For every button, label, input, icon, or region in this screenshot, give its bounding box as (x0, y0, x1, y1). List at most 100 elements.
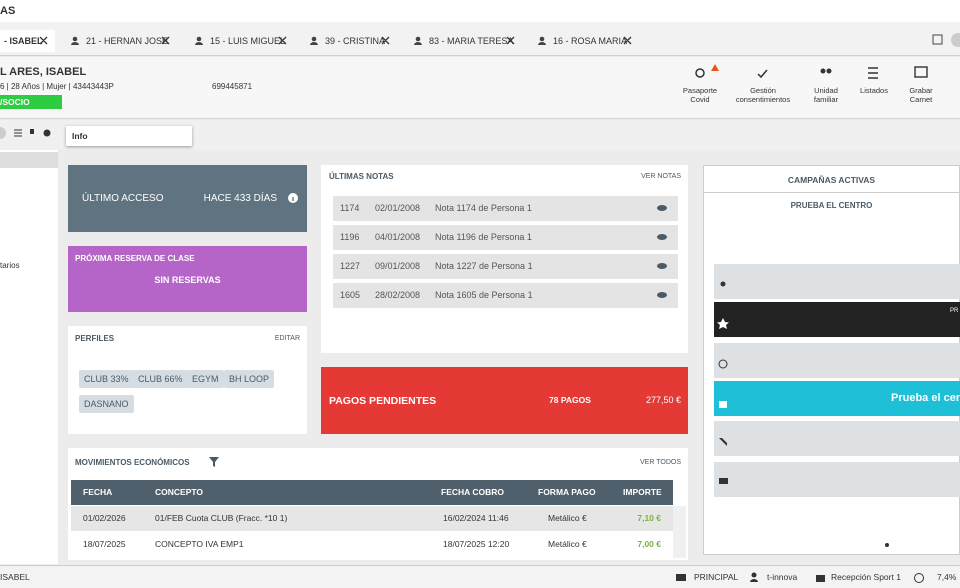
label: 01/FEB Cuota CLUB (Fracc. *10 1) (155, 513, 288, 523)
note-row[interactable]: 1227 09/01/2008 Nota 1227 de Persona 1 (333, 254, 678, 279)
action-button[interactable]: Listados (844, 86, 904, 95)
label: Unidad (814, 86, 838, 95)
campaign-bar (714, 462, 960, 497)
tab-icons (39, 33, 960, 47)
status-icons (676, 572, 924, 583)
scrollbar[interactable] (673, 506, 686, 558)
sidebar-item[interactable]: tarios (0, 261, 20, 270)
note-row[interactable]: 1174 02/01/2008 Nota 1174 de Persona 1 (333, 196, 678, 221)
status-printer: PRINCIPAL (694, 572, 739, 582)
profile-tag: CLUB 33% (79, 370, 134, 388)
label: Listados (860, 86, 888, 95)
profiles-card: PERFILES EDITAR CLUB 33% CLUB 66% EGYM B… (68, 326, 307, 434)
tab[interactable]: 16 - ROSA MARIA (553, 36, 628, 46)
info-icon (288, 193, 298, 203)
label: Metálico € (548, 539, 587, 549)
status-user: ISABEL (0, 572, 30, 582)
label: FORMA PAGO (538, 487, 596, 497)
action-icons (695, 64, 928, 79)
tab-bar (0, 22, 960, 56)
note-row[interactable]: 1605 28/02/2008 Nota 1605 de Persona 1 (333, 283, 678, 308)
label: 09/01/2008 (375, 261, 421, 271)
label: consentimientos (735, 95, 791, 104)
action-button[interactable]: Gestión consentimientos (733, 86, 793, 104)
campaign-bar (714, 421, 960, 456)
label: 1605 (340, 290, 361, 300)
member-details: 6 | 28 Años | Mujer | 43443443P (0, 82, 114, 91)
status-bar: ISABEL PRINCIPAL t-innova Recepción Spor… (0, 565, 960, 588)
tab[interactable]: 39 - CRISTINA (325, 36, 386, 46)
label: Nota 1227 de Persona 1 (435, 261, 533, 271)
filter-icon[interactable] (209, 457, 219, 467)
tab[interactable]: 83 - MARIA TERESA (429, 36, 514, 46)
campaign-subtitle: PRUEBA EL CENTRO (790, 201, 873, 210)
payments-card[interactable]: PAGOS PENDIENTES 78 PAGOS 277,50 € (321, 367, 688, 434)
tab[interactable]: 21 - HERNAN JOSE (86, 36, 169, 46)
label: Covid (690, 95, 710, 104)
last-access-card: ÚLTIMO ACCESO HACE 433 DÍAS (68, 165, 307, 232)
edit-link[interactable]: EDITAR (274, 335, 300, 342)
member-header: L ARES, ISABEL 6 | 28 Años | Mujer | 434… (0, 57, 960, 119)
card-value: SIN RESERVAS (154, 275, 221, 285)
action-button[interactable]: Pasaporte Covid (670, 86, 730, 104)
label: Grabar (909, 86, 933, 95)
campaign-bar: PR (714, 302, 960, 337)
movements-link[interactable]: VER TODOS (640, 459, 681, 466)
status-load: 7,4% (937, 572, 957, 582)
note-row[interactable]: 1196 04/01/2008 Nota 1196 de Persona 1 (333, 225, 678, 250)
campaign-bar (714, 264, 960, 299)
label: 7,00 € (637, 539, 661, 549)
label: 16/02/2024 11:46 (443, 513, 509, 523)
campaign-icons (717, 281, 729, 484)
label: Prueba el cen (891, 392, 960, 404)
info-tab[interactable]: Info (66, 126, 192, 146)
label: Nota 1196 de Persona 1 (435, 232, 532, 242)
sidebar-selected (0, 152, 58, 168)
profile-tag: DASNANO (79, 395, 134, 413)
label: Pasaporte (682, 86, 718, 95)
label: familiar (813, 95, 839, 104)
tab[interactable]: 15 - LUIS MIGUEL (210, 36, 286, 46)
action-button[interactable]: Unidad familiar (796, 86, 856, 104)
sidebar: tarios (0, 150, 58, 564)
member-name: L ARES, ISABEL (0, 66, 87, 78)
profile-tag: CLUB 66% (133, 370, 188, 388)
table-row[interactable]: 01/02/2026 01/FEB Cuota CLUB (Fracc. *10 … (71, 506, 673, 531)
card-label: PAGOS PENDIENTES (329, 395, 437, 407)
campaign-bar (714, 343, 960, 378)
label: Nota 1174 de Persona 1 (435, 203, 532, 213)
next-class-card: PRÓXIMA RESERVA DE CLASE SIN RESERVAS (68, 246, 307, 312)
payments-count: 78 PAGOS (549, 395, 591, 405)
label: 04/01/2008 (375, 232, 421, 242)
label: FECHA COBRO (441, 487, 504, 497)
tab[interactable]: - ISABEL (0, 30, 55, 52)
label: Carnet (909, 95, 933, 104)
action-button[interactable]: Grabar Carnet (891, 86, 951, 104)
table-row[interactable]: 18/07/2025 CONCEPTO IVA EMP1 18/07/2025 12… (71, 532, 673, 557)
label: CONCEPTO IVA EMP1 (155, 539, 244, 549)
label: 18/07/2025 (83, 539, 126, 549)
card-label: ÚLTIMO ACCESO (82, 193, 164, 204)
label: IMPORTE (623, 487, 662, 497)
card-title: CAMPAÑAS ACTIVAS (787, 175, 876, 185)
campaign-bar: Prueba el cen (714, 381, 960, 416)
status-company: t-innova (767, 572, 798, 582)
label: Nota 1605 de Persona 1 (435, 290, 533, 300)
eye-icons (657, 205, 667, 298)
toolbar-icons (0, 127, 51, 139)
profile-tag: EGYM (187, 370, 224, 388)
member-phone: 699445871 (212, 82, 253, 91)
label: PR (950, 308, 959, 314)
app-title: AS (0, 5, 16, 17)
title-bar: AS (0, 0, 960, 22)
label: 02/01/2008 (375, 203, 421, 213)
pager-dot[interactable] (885, 543, 889, 547)
notes-link[interactable]: VER NOTAS (641, 173, 681, 180)
movements-card: MOVIMIENTOS ECONÓMICOS VER TODOS FECHA CO… (68, 448, 688, 560)
label: CONCEPTO (155, 487, 204, 497)
profile-tag: BH LOOP (224, 370, 275, 388)
label: 18/07/2025 12:20 (443, 539, 510, 549)
label: Metálico € (548, 513, 587, 523)
member-badge: /SOCIO (0, 95, 62, 109)
